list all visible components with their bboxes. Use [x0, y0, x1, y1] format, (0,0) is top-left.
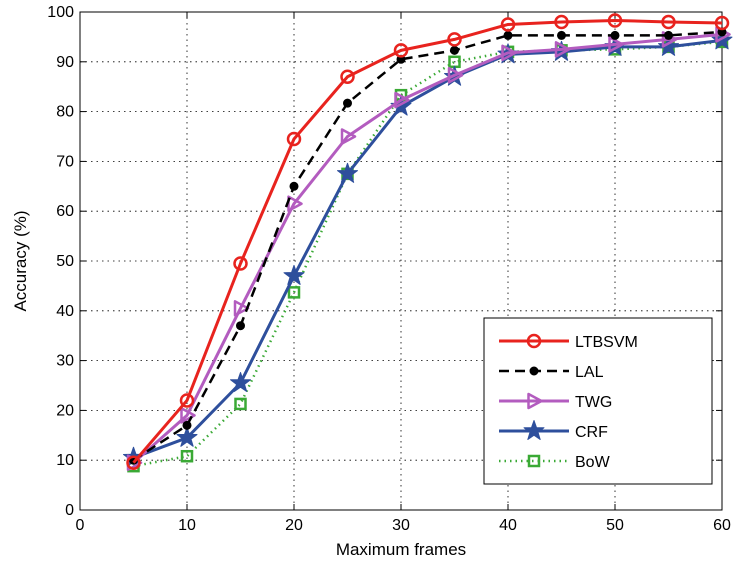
data-point-bow: [180, 449, 194, 463]
y-tick-label: 80: [56, 104, 74, 121]
series-ltbsvm: [126, 13, 730, 470]
data-point-ltbsvm: [554, 14, 569, 30]
data-point-twg: [233, 300, 250, 317]
series-line-twg: [132, 32, 723, 464]
data-point-ltbsvm: [393, 43, 409, 58]
legend-marker-lal: [529, 366, 539, 376]
data-point-bow: [287, 286, 301, 299]
legend-label-lal: LAL: [575, 364, 604, 381]
x-tick-label: 60: [713, 517, 731, 534]
y-tick-label: 10: [56, 452, 74, 469]
data-point-twg: [340, 128, 357, 145]
data-point-lal: [343, 98, 352, 108]
y-tick-label: 100: [47, 4, 74, 21]
data-point-twg: [447, 66, 464, 84]
data-point-lal: [236, 321, 245, 331]
data-point-crf: [283, 264, 305, 285]
data-point-ltbsvm: [340, 69, 355, 84]
data-point-lal: [610, 30, 620, 40]
legend-marker-bow: [527, 454, 541, 468]
y-tick-label: 30: [56, 353, 74, 370]
y-tick-label: 70: [56, 153, 74, 170]
x-tick-label: 10: [178, 517, 196, 534]
x-tick-label: 0: [76, 517, 85, 534]
series-line-ltbsvm: [132, 18, 723, 464]
data-point-crf: [337, 162, 358, 183]
series-line-lal: [132, 30, 723, 462]
series-line-bow: [133, 40, 723, 468]
x-tick-label: 40: [499, 517, 517, 534]
data-point-ltbsvm: [661, 14, 676, 30]
legend-label-twg: TWG: [575, 394, 612, 411]
legend-label-bow: BoW: [575, 454, 611, 471]
data-point-lal: [503, 30, 513, 40]
series-line-crf: [132, 38, 723, 460]
data-point-lal: [182, 420, 192, 430]
data-point-ltbsvm: [714, 15, 730, 31]
legend-label-crf: CRF: [575, 424, 608, 441]
data-point-twg: [554, 41, 571, 58]
y-tick-label: 90: [56, 54, 74, 71]
y-tick-label: 60: [56, 203, 74, 220]
y-tick-label: 20: [56, 402, 74, 419]
y-tick-label: 0: [65, 502, 74, 519]
data-point-ltbsvm: [500, 17, 516, 32]
legend: LTBSVM LAL TWG CRF BoW: [483, 317, 713, 485]
data-point-twg: [180, 407, 196, 424]
axes: 0 10 20 30 40 50 60 0 10 20 30 40 50 60 70 80 90 100: [47, 4, 731, 534]
legend-marker-crf: [523, 420, 545, 440]
data-point-crf: [176, 426, 198, 447]
x-tick-label: 50: [606, 517, 624, 534]
legend-marker-ltbsvm: [526, 333, 542, 349]
data-point-lal: [450, 45, 459, 55]
x-axis-title: Maximum frames: [336, 540, 466, 559]
y-tick-label: 40: [56, 303, 74, 320]
data-point-twg: [394, 91, 410, 109]
data-point-ltbsvm: [179, 393, 195, 408]
data-point-ltbsvm: [447, 32, 462, 47]
data-point-ltbsvm: [233, 256, 248, 271]
y-tick-label: 50: [56, 253, 74, 270]
x-tick-label: 30: [392, 517, 410, 534]
legend-marker-twg: [527, 392, 543, 410]
x-tick-label: 20: [285, 517, 303, 534]
data-point-lal: [289, 181, 299, 191]
data-point-lal: [664, 30, 673, 40]
y-axis-title: Accuracy (%): [11, 210, 30, 311]
data-point-lal: [557, 30, 566, 40]
data-point-twg: [608, 36, 624, 53]
series-group: [123, 13, 733, 473]
data-point-ltbsvm: [126, 455, 141, 470]
data-point-ltbsvm: [607, 13, 623, 28]
data-point-ltbsvm: [286, 131, 302, 147]
data-point-crf: [658, 35, 679, 56]
legend-label-ltbsvm: LTBSVM: [575, 334, 638, 351]
data-point-twg: [501, 44, 517, 62]
data-point-bow: [234, 397, 247, 411]
data-point-crf: [230, 372, 251, 392]
data-point-crf: [390, 95, 412, 116]
